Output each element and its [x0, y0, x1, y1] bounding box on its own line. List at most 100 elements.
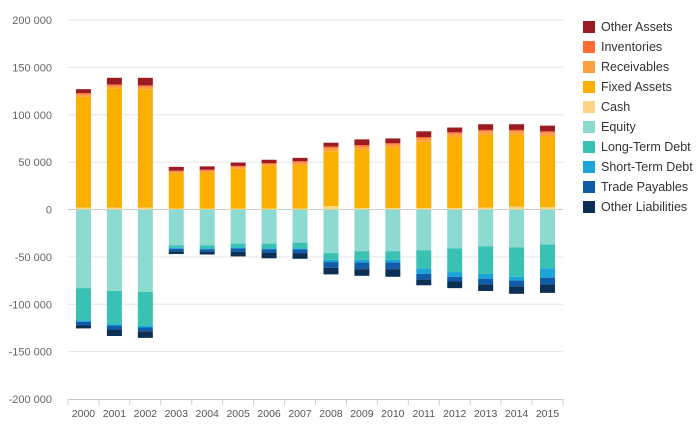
bar-segment — [385, 209, 401, 252]
x-tick-label: 2009 — [350, 408, 374, 420]
bar-segment — [385, 147, 401, 209]
bar-segment — [168, 173, 184, 209]
x-tick-label: 2007 — [288, 408, 312, 420]
legend-swatch — [583, 101, 595, 113]
bar-segment — [230, 166, 246, 169]
bar-segment — [199, 170, 215, 173]
bar-segment — [261, 208, 277, 210]
legend-swatch — [583, 141, 595, 153]
bar-segment — [168, 209, 184, 246]
bar-segment — [509, 131, 525, 135]
bar-segment — [261, 159, 277, 164]
bar-segment — [292, 161, 308, 163]
bar-segment — [540, 284, 556, 293]
bar-segment — [230, 248, 246, 252]
bar-segment — [323, 206, 339, 210]
legend-swatch — [583, 81, 595, 93]
bar-segment — [106, 77, 122, 85]
x-tick-label: 2001 — [103, 408, 127, 420]
bar-segment — [478, 278, 494, 285]
bar-segment — [230, 247, 246, 249]
bar-segment — [540, 136, 556, 208]
bar-segment — [261, 249, 277, 253]
bar-segment — [292, 242, 308, 249]
bar-segment — [75, 321, 91, 326]
bar-segment — [323, 253, 339, 260]
bar-segment — [478, 284, 494, 291]
legend-item[interactable]: Trade Payables — [583, 177, 693, 197]
bar-segment — [261, 243, 277, 249]
bar-segment — [106, 207, 122, 210]
bar-segment — [354, 259, 370, 263]
legend-swatch — [583, 41, 595, 53]
legend-label: Short-Term Debt — [601, 160, 693, 174]
legend-item[interactable]: Receivables — [583, 57, 693, 77]
bar-segment — [509, 209, 525, 248]
legend-swatch — [583, 161, 595, 173]
bar-segment — [199, 209, 215, 246]
bar-segment — [447, 281, 463, 289]
bar-segment — [137, 86, 153, 90]
bar-segment — [447, 133, 463, 138]
legend-item[interactable]: Other Assets — [583, 17, 693, 37]
x-tick-label: 2013 — [474, 408, 498, 420]
legend-swatch — [583, 61, 595, 73]
bar-segment — [540, 209, 556, 245]
legend-item[interactable]: Other Liabilities — [583, 197, 693, 217]
bar-segment — [447, 209, 463, 249]
bar-segment — [230, 209, 246, 244]
bar-segment — [168, 247, 184, 249]
bar-segment — [478, 124, 494, 130]
bar-segment — [199, 208, 215, 210]
bar-segment — [354, 209, 370, 252]
legend-item[interactable]: Cash — [583, 97, 693, 117]
y-tick-label: -150 000 — [9, 347, 52, 359]
bar-segment — [292, 164, 308, 209]
bar-segment — [323, 142, 339, 147]
bar-segment — [137, 77, 153, 86]
bar-segment — [106, 88, 122, 208]
bar-segment — [75, 94, 91, 97]
bar-segment — [354, 146, 370, 150]
bar-segment — [292, 208, 308, 210]
bar-segment — [137, 85, 153, 87]
x-tick-label: 2006 — [257, 408, 281, 420]
bar-segment — [509, 124, 525, 130]
bar-segment — [230, 165, 246, 167]
bar-segment — [509, 129, 525, 132]
legend-item[interactable]: Equity — [583, 117, 693, 137]
bar-segment — [75, 207, 91, 210]
y-tick-label: 0 — [46, 205, 52, 217]
bar-segment — [509, 280, 525, 287]
bar-segment — [261, 252, 277, 259]
legend-item[interactable]: Inventories — [583, 37, 693, 57]
legend-label: Other Assets — [601, 20, 673, 34]
bar-segment — [230, 162, 246, 166]
bar-segment — [261, 209, 277, 244]
bar-segment — [447, 208, 463, 210]
bar-segment — [261, 164, 277, 166]
legend-label: Receivables — [601, 60, 670, 74]
bar-segment — [478, 129, 494, 132]
legend-item[interactable]: Long-Term Debt — [583, 137, 693, 157]
bar-segment — [416, 141, 432, 209]
bar-segment — [540, 268, 556, 278]
legend-label: Fixed Assets — [601, 80, 672, 94]
legend-item[interactable]: Fixed Assets — [583, 77, 693, 97]
bar-segment — [137, 331, 153, 338]
x-tick-label: 2015 — [536, 408, 560, 420]
x-tick-label: 2000 — [72, 408, 96, 420]
bar-segment — [416, 131, 432, 138]
bar-segment — [168, 248, 184, 252]
bar-segment — [478, 209, 494, 247]
bar-segment — [75, 320, 91, 322]
legend-item[interactable]: Short-Term Debt — [583, 157, 693, 177]
bar-segment — [447, 276, 463, 282]
legend-label: Long-Term Debt — [601, 140, 691, 154]
bar-segment — [106, 290, 122, 325]
bar-segment — [540, 125, 556, 132]
bar-segment — [540, 244, 556, 269]
legend-swatch — [583, 201, 595, 213]
bar-segment — [447, 127, 463, 133]
y-tick-label: 100 000 — [12, 110, 52, 122]
